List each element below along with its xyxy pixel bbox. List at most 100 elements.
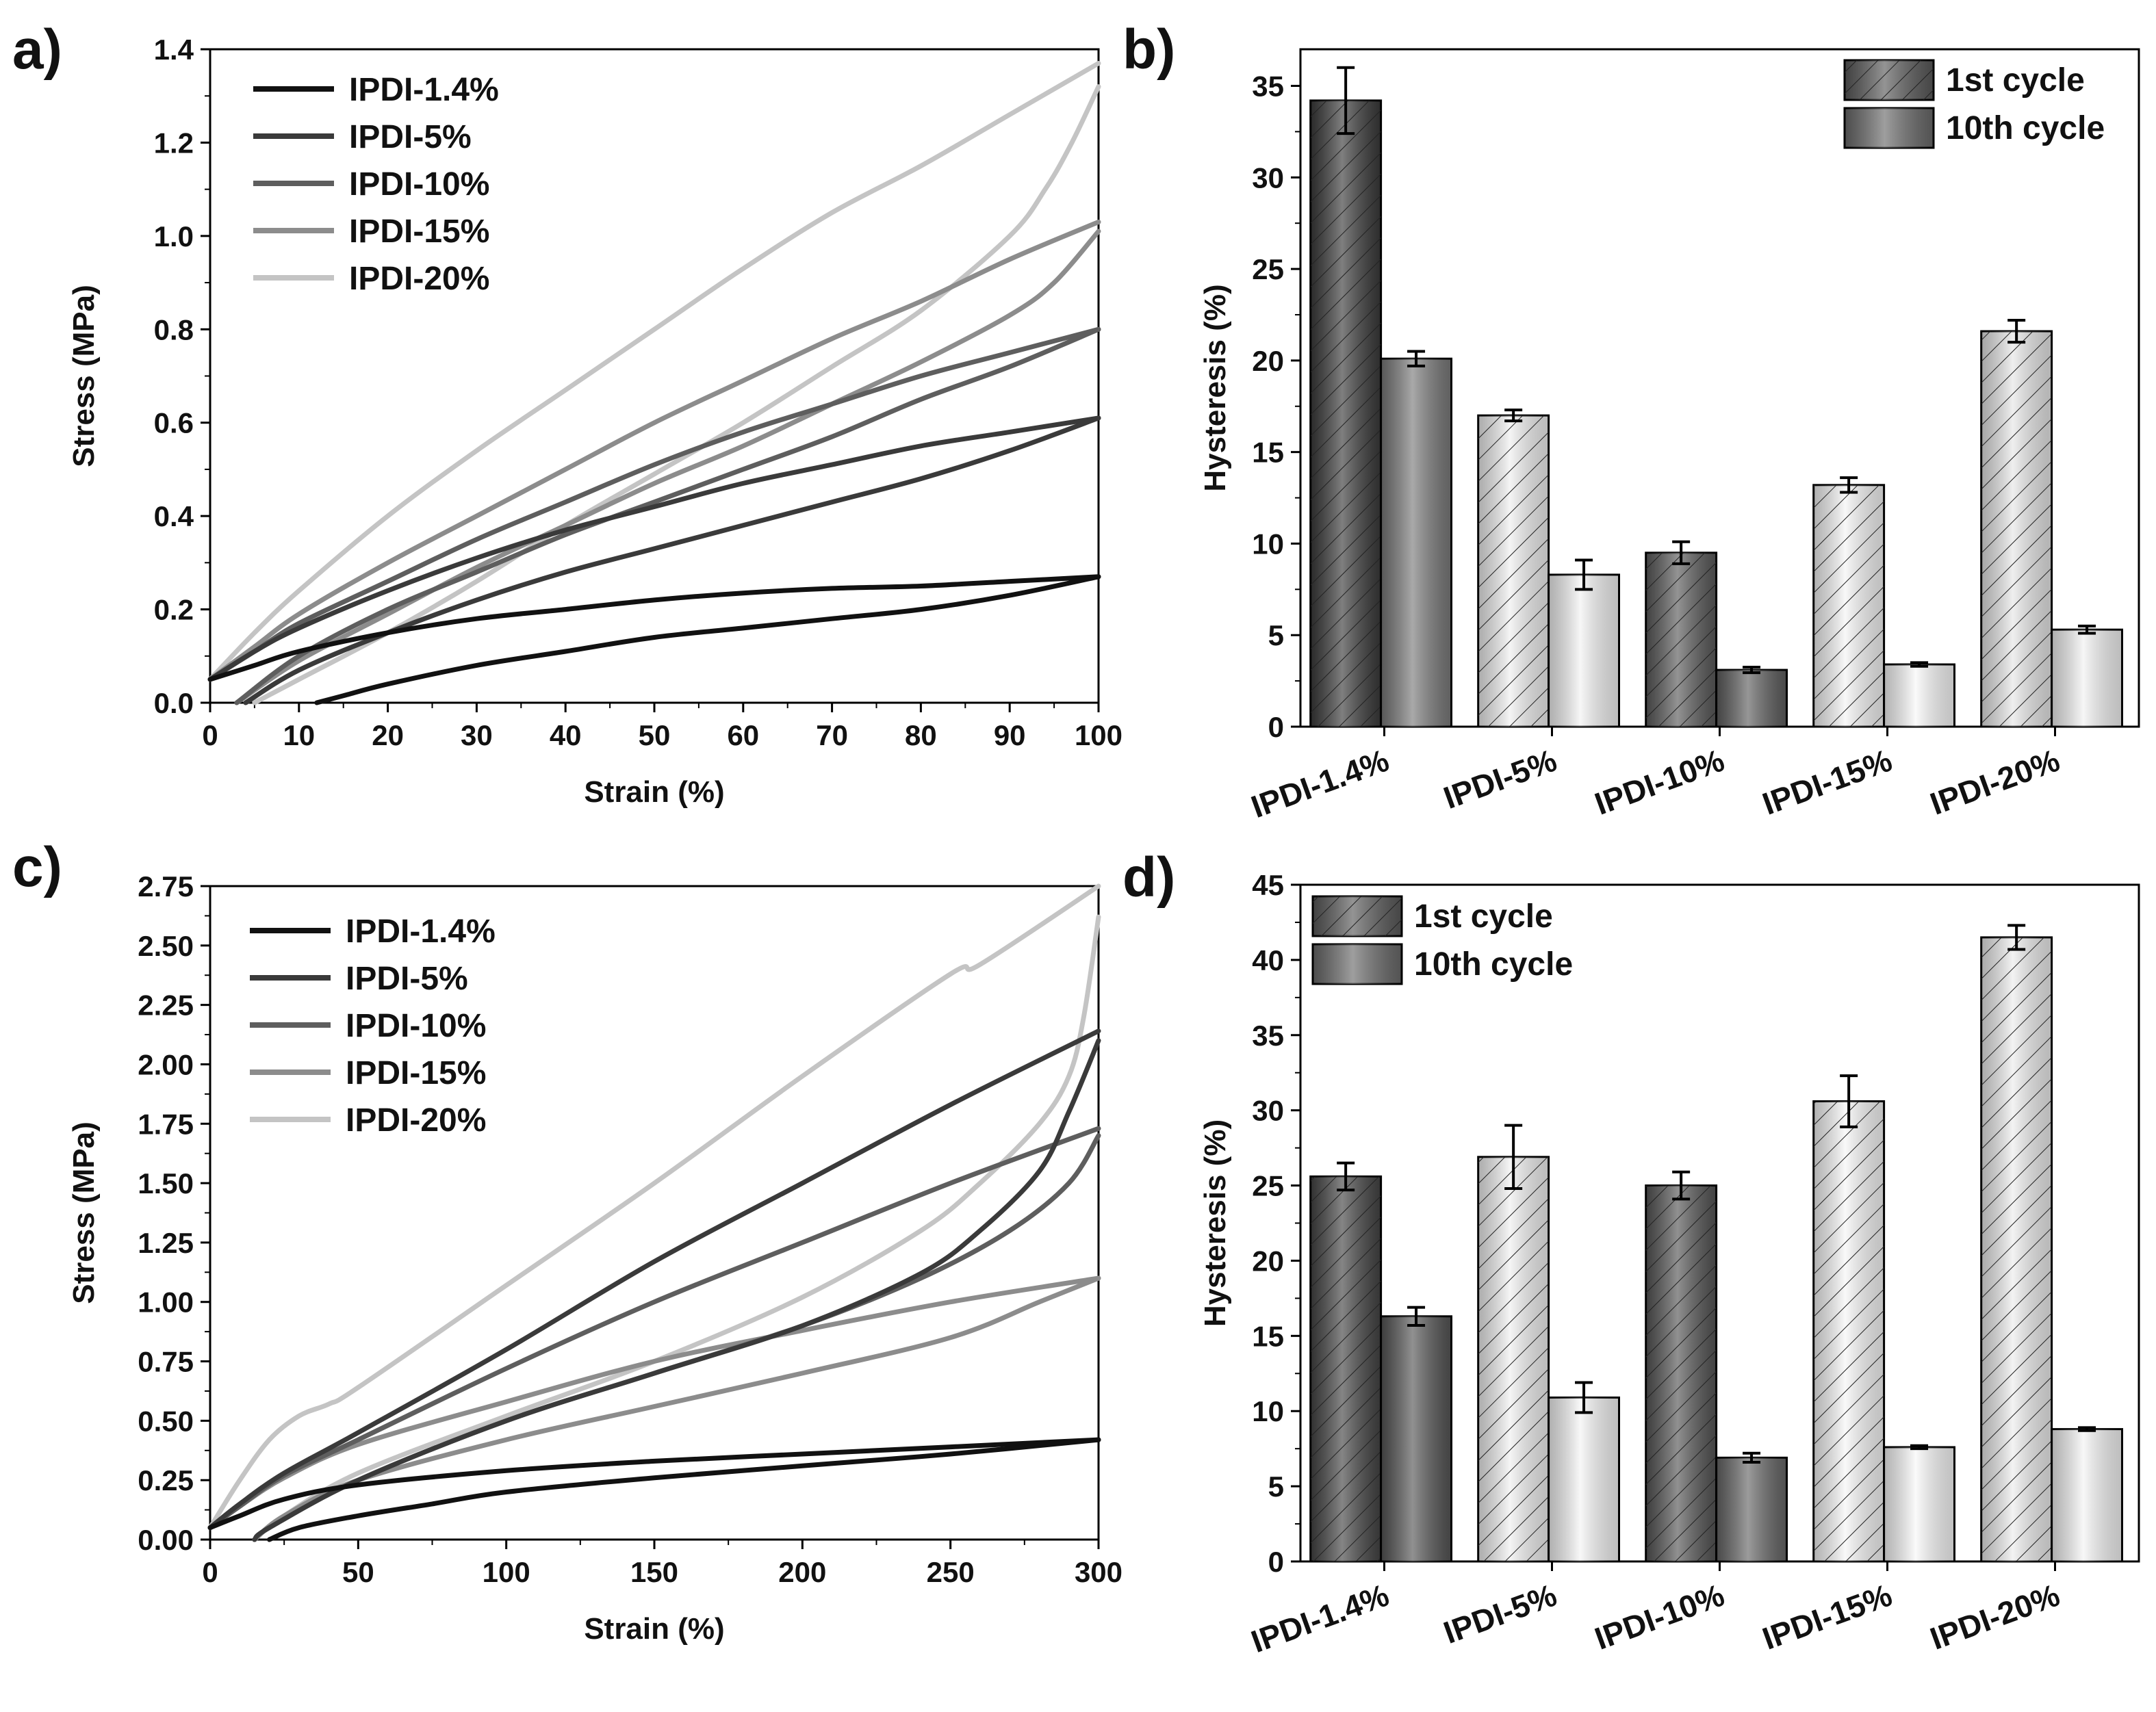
- y-tick-label: 0.50: [138, 1405, 194, 1437]
- series-ipdi-5-loading: [207, 1028, 1101, 1531]
- y-tick-label: 35: [1252, 1020, 1284, 1052]
- y-tick-label: 0.00: [138, 1524, 194, 1556]
- x-tick-label: 60: [727, 719, 759, 751]
- bar-10th-cycle-ipdi-10-shading: [1716, 670, 1787, 727]
- series-ipdi-20-loading: [207, 883, 1101, 1531]
- legend-label-ipdi-20: IPDI-20%: [349, 261, 489, 297]
- x-tick-label: 100: [483, 1556, 530, 1588]
- category-label-ipdi-10: IPDI-10%: [1590, 742, 1729, 822]
- y-tick-label: 0.2: [154, 594, 194, 626]
- x-tick-label: 20: [372, 719, 404, 751]
- bar-1st-cycle-ipdi-20-hatch: [1981, 937, 2052, 1561]
- y-tick-label: 1.75: [138, 1108, 194, 1140]
- y-tick-label: 0.25: [138, 1464, 194, 1496]
- y-axis-label: Hysteresis (%): [1198, 284, 1232, 491]
- x-tick-label: 50: [639, 719, 671, 751]
- y-tick-label: 20: [1252, 345, 1284, 377]
- bar-1st-cycle-ipdi-15-hatch: [1813, 1101, 1884, 1561]
- panel-label-a: a): [12, 18, 62, 81]
- legend-label-ipdi-1-4: IPDI-1.4%: [349, 72, 499, 108]
- x-tick-label: 300: [1075, 1556, 1122, 1588]
- bar-10th-cycle-ipdi-5-shading: [1548, 1397, 1619, 1561]
- y-axis-label: Hysteresis (%): [1198, 1119, 1232, 1327]
- series-ipdi-5-loading: [207, 415, 1101, 682]
- x-tick-label: 90: [994, 719, 1026, 751]
- chart-b-hysteresis: 0 5 10 15 20 25 30 35 Hysteresis (%) IPDI-1.4% IPD…: [1198, 48, 2140, 825]
- x-tick-label: 50: [342, 1556, 374, 1588]
- y-tick-label: 30: [1252, 161, 1284, 194]
- legend-label-ipdi-1-4: IPDI-1.4%: [346, 913, 496, 950]
- y-tick-label: 30: [1252, 1095, 1284, 1127]
- legend-swatch-hatch: [1845, 60, 1934, 100]
- legend-label-ipdi-20: IPDI-20%: [346, 1102, 486, 1139]
- legend-label-ipdi-10: IPDI-10%: [349, 166, 489, 203]
- bar-10th-cycle-ipdi-15-shading: [1884, 1447, 1955, 1561]
- category-label-ipdi-1-4: IPDI-1.4%: [1246, 1577, 1394, 1660]
- x-tick-label: 30: [461, 719, 493, 751]
- bar-1st-cycle-ipdi-10-hatch: [1645, 552, 1717, 727]
- y-tick-label: 0.8: [154, 313, 194, 346]
- x-tick-label: 200: [778, 1556, 826, 1588]
- bar-1st-cycle-ipdi-1-4-hatch: [1310, 1176, 1381, 1561]
- y-tick-label: 0.6: [154, 407, 194, 439]
- series-ipdi-10-loading: [207, 326, 1101, 682]
- x-tick-label: 150: [630, 1556, 678, 1588]
- series-ipdi-20-loading: [207, 61, 1101, 682]
- y-tick-label: 15: [1252, 1320, 1284, 1352]
- legend-label-10th-cycle: 10th cycle: [1946, 110, 2105, 146]
- bar-1st-cycle-ipdi-10-hatch: [1645, 1185, 1717, 1561]
- category-label-ipdi-15: IPDI-15%: [1758, 1577, 1897, 1657]
- legend-label-1st-cycle: 1st cycle: [1414, 898, 1553, 935]
- category-label-ipdi-5: IPDI-5%: [1439, 742, 1561, 816]
- x-tick-label: 0: [202, 1556, 218, 1588]
- y-tick-label: 1.0: [154, 220, 194, 252]
- series-ipdi-10-unloading: [252, 1133, 1101, 1542]
- y-tick-label: 2.75: [138, 870, 194, 903]
- x-tick-label: 10: [283, 719, 315, 751]
- bar-1st-cycle-ipdi-1-4-hatch: [1310, 100, 1381, 727]
- series-ipdi-15-loading: [207, 219, 1101, 682]
- y-tick-label: 1.00: [138, 1286, 194, 1319]
- bar-10th-cycle-ipdi-20-shading: [2051, 1429, 2122, 1561]
- legend-swatch-shading: [1845, 108, 1934, 148]
- legend-label-1st-cycle: 1st cycle: [1946, 62, 2085, 99]
- y-tick-label: 2.25: [138, 989, 194, 1022]
- series-ipdi-5-unloading: [252, 1038, 1101, 1542]
- x-tick-label: 100: [1075, 719, 1122, 751]
- bar-10th-cycle-ipdi-15-shading: [1884, 664, 1955, 727]
- bar-10th-cycle-ipdi-5-shading: [1548, 574, 1619, 727]
- legend-label-ipdi-15: IPDI-15%: [349, 213, 489, 250]
- y-tick-label: 1.50: [138, 1167, 194, 1199]
- series-ipdi-15-loading: [207, 1275, 1101, 1531]
- y-tick-label: 0: [1268, 711, 1284, 743]
- y-tick-label: 10: [1252, 528, 1284, 560]
- bar-10th-cycle-ipdi-1-4-shading: [1381, 359, 1452, 727]
- category-label-ipdi-20: IPDI-20%: [1925, 1577, 2064, 1657]
- y-tick-label: 2.50: [138, 930, 194, 962]
- chart-c-stress-strain: 0 50 100 150 200 250 300 0.00 0.25 0.50 0.75 1.00 1.…: [67, 870, 1122, 1646]
- x-axis-label: Strain (%): [584, 1612, 724, 1646]
- y-tick-label: 0.4: [154, 500, 194, 532]
- chart-a-stress-strain: 0 10 20 30 40 50 60 70 80 90 100 0.0 0.2 0.4 0.6 0.8 1.0…: [67, 34, 1122, 809]
- bar-1st-cycle-ipdi-15-hatch: [1813, 484, 1884, 727]
- x-tick-label: 80: [905, 719, 937, 751]
- y-tick-label: 1.4: [154, 34, 194, 66]
- y-tick-label: 0.75: [138, 1346, 194, 1378]
- series-ipdi-15-unloading: [252, 1275, 1101, 1542]
- y-tick-label: 40: [1252, 944, 1284, 976]
- series-ipdi-20-unloading: [252, 914, 1101, 1542]
- y-tick-label: 1.25: [138, 1227, 194, 1259]
- x-tick-label: 0: [202, 719, 218, 751]
- x-axis-label: Strain (%): [584, 775, 724, 809]
- bar-1st-cycle-ipdi-5-hatch: [1478, 415, 1549, 727]
- y-tick-label: 2.00: [138, 1048, 194, 1080]
- series-ipdi-5-unloading: [243, 415, 1101, 705]
- bar-1st-cycle-ipdi-20-hatch: [1981, 331, 2052, 727]
- legend-swatch-hatch: [1313, 896, 1402, 936]
- bar-10th-cycle-ipdi-1-4-shading: [1381, 1316, 1452, 1561]
- y-tick-label: 25: [1252, 1170, 1284, 1202]
- y-tick-label: 1.2: [154, 127, 194, 159]
- x-tick-label: 40: [550, 719, 582, 751]
- legend-label-ipdi-5: IPDI-5%: [349, 119, 472, 155]
